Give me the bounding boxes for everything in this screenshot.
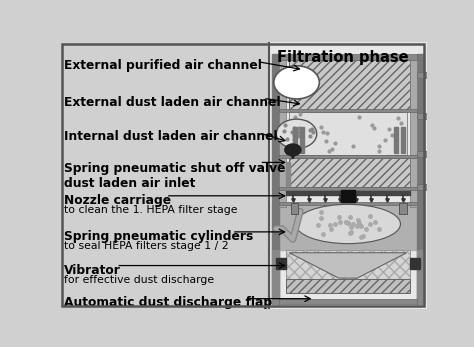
Circle shape	[285, 144, 301, 156]
Bar	[410, 258, 419, 269]
Bar	[394, 127, 398, 153]
Ellipse shape	[295, 204, 401, 244]
Bar	[293, 127, 297, 153]
Bar	[279, 203, 417, 205]
Text: to seal HEPA filters stage 1 / 2: to seal HEPA filters stage 1 / 2	[64, 241, 228, 251]
Bar	[285, 191, 410, 195]
Text: Spring pneumatic cylinders: Spring pneumatic cylinders	[64, 230, 253, 243]
Bar	[279, 109, 417, 112]
Text: Nozzle carriage: Nozzle carriage	[64, 194, 171, 207]
Text: Automatic dust discharge flap: Automatic dust discharge flap	[64, 296, 272, 309]
Bar	[59, 42, 269, 309]
Text: External purified air channel: External purified air channel	[64, 59, 262, 72]
Bar	[285, 162, 290, 186]
Bar	[291, 203, 299, 214]
Bar	[410, 56, 417, 207]
Circle shape	[276, 119, 317, 149]
Bar	[289, 112, 407, 155]
Bar	[279, 155, 417, 158]
Bar	[272, 203, 424, 250]
Text: Internal dust laden air channel: Internal dust laden air channel	[64, 130, 277, 143]
Bar	[285, 250, 410, 279]
Bar	[417, 151, 428, 156]
Text: for effective dust discharge: for effective dust discharge	[64, 275, 214, 285]
Polygon shape	[289, 253, 407, 278]
Bar	[401, 127, 405, 153]
Bar	[279, 56, 285, 207]
Text: Spring pneumatic shut off valve
dust laden air inlet: Spring pneumatic shut off valve dust lad…	[64, 162, 285, 190]
Bar	[285, 279, 410, 293]
Bar	[417, 250, 424, 304]
Bar	[279, 54, 417, 60]
Bar	[272, 250, 279, 304]
Bar	[400, 203, 407, 214]
Bar	[417, 54, 424, 304]
Bar	[272, 54, 279, 304]
Bar	[276, 258, 285, 269]
Bar	[279, 299, 417, 304]
Bar	[289, 158, 410, 187]
Bar	[279, 187, 417, 190]
Bar	[417, 72, 428, 78]
Bar	[285, 250, 410, 279]
Text: Vibrator: Vibrator	[64, 264, 120, 277]
Bar	[274, 80, 279, 85]
Bar	[269, 42, 427, 309]
Text: to clean the 1. HEPA filter stage: to clean the 1. HEPA filter stage	[64, 205, 237, 215]
Bar	[289, 60, 410, 110]
Bar	[417, 184, 428, 190]
Bar	[417, 113, 428, 119]
Text: External dust laden air channel: External dust laden air channel	[64, 96, 280, 109]
Bar	[341, 190, 356, 202]
Bar	[300, 127, 304, 153]
Circle shape	[274, 66, 319, 99]
Text: Filtration phase: Filtration phase	[277, 50, 408, 65]
